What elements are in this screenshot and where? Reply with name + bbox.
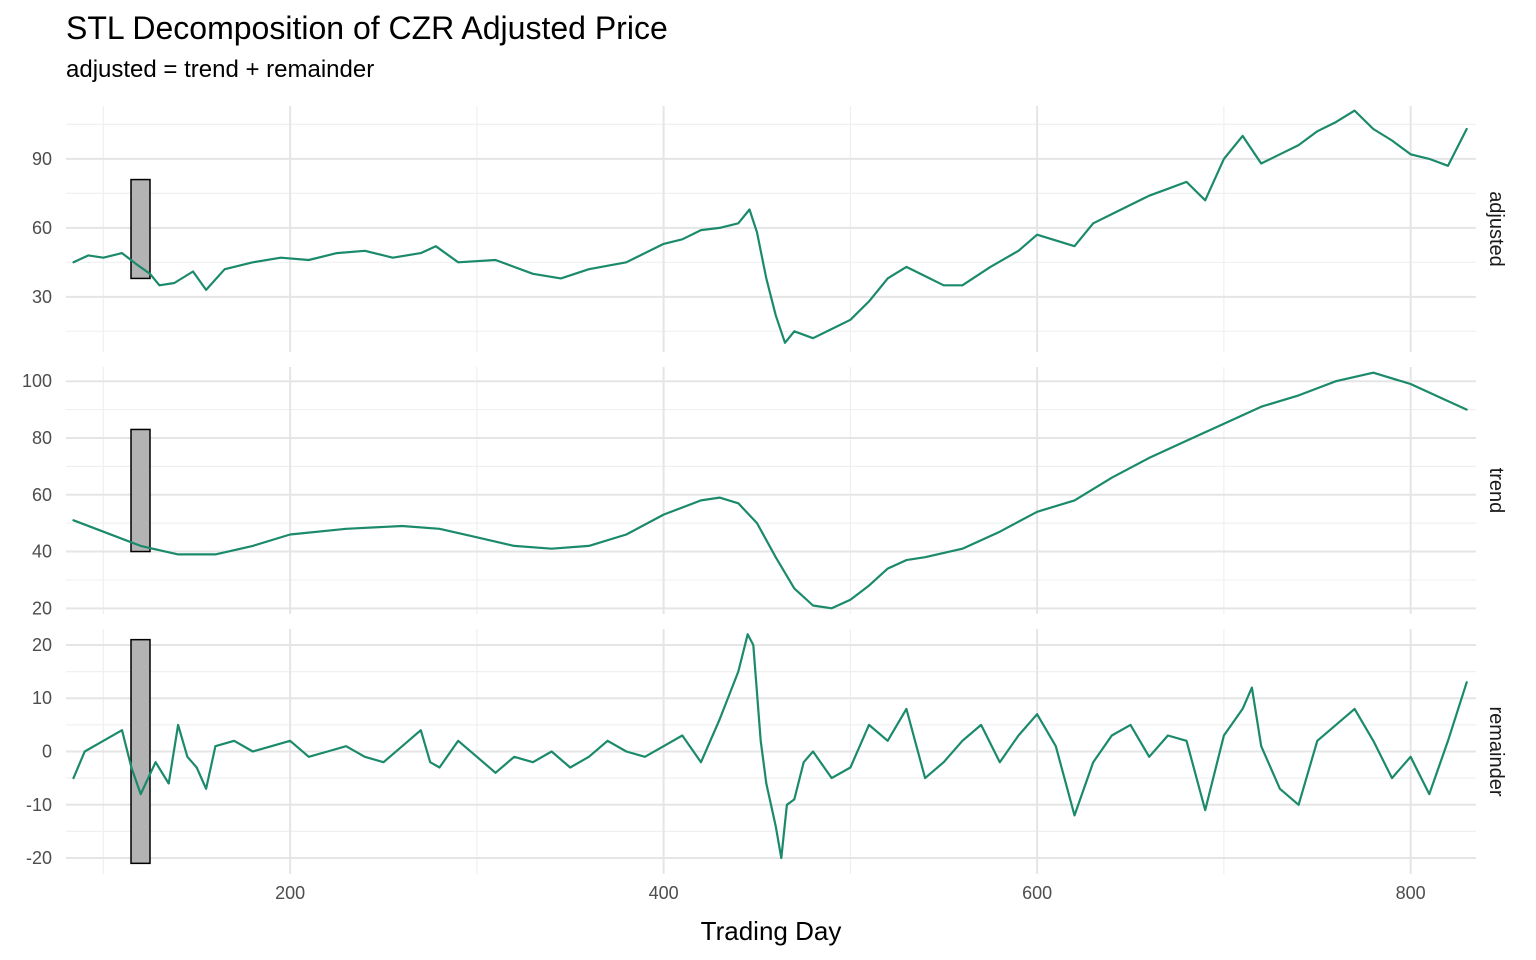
- y-tick-label: 0: [42, 742, 52, 762]
- trend-range-bar: [130, 428, 151, 553]
- adjusted-range-bar: [130, 178, 151, 280]
- y-tick-label: 20: [32, 635, 52, 655]
- facet-strip-label-adjusted: adjusted: [1485, 191, 1507, 267]
- chart-subtitle: adjusted = trend + remainder: [66, 56, 375, 83]
- adjusted-series-line: [72, 109, 1468, 344]
- chart-title: STL Decomposition of CZR Adjusted Price: [66, 10, 668, 46]
- y-tick-label: 100: [22, 371, 52, 391]
- y-tick-label: -20: [26, 848, 52, 868]
- x-tick-label: 200: [275, 883, 305, 903]
- x-tick-label: 400: [649, 883, 679, 903]
- y-tick-label: 20: [32, 598, 52, 618]
- remainder-series-line: [72, 633, 1468, 860]
- y-tick-label: 10: [32, 688, 52, 708]
- x-tick-label: 600: [1022, 883, 1052, 903]
- y-tick-label: 60: [32, 485, 52, 505]
- trend-series-line: [72, 371, 1468, 610]
- y-tick-label: 80: [32, 428, 52, 448]
- y-tick-label: 90: [32, 149, 52, 169]
- y-tick-label: -10: [26, 795, 52, 815]
- remainder-range-bar: [130, 638, 151, 865]
- y-tick-label: 60: [32, 218, 52, 238]
- facet-strip-label-trend: trend: [1485, 468, 1507, 514]
- y-tick-label: 30: [32, 287, 52, 307]
- x-axis-title: Trading Day: [701, 916, 842, 946]
- x-tick-label: 800: [1396, 883, 1426, 903]
- facet-strip-label-remainder: remainder: [1485, 706, 1507, 796]
- y-tick-label: 40: [32, 542, 52, 562]
